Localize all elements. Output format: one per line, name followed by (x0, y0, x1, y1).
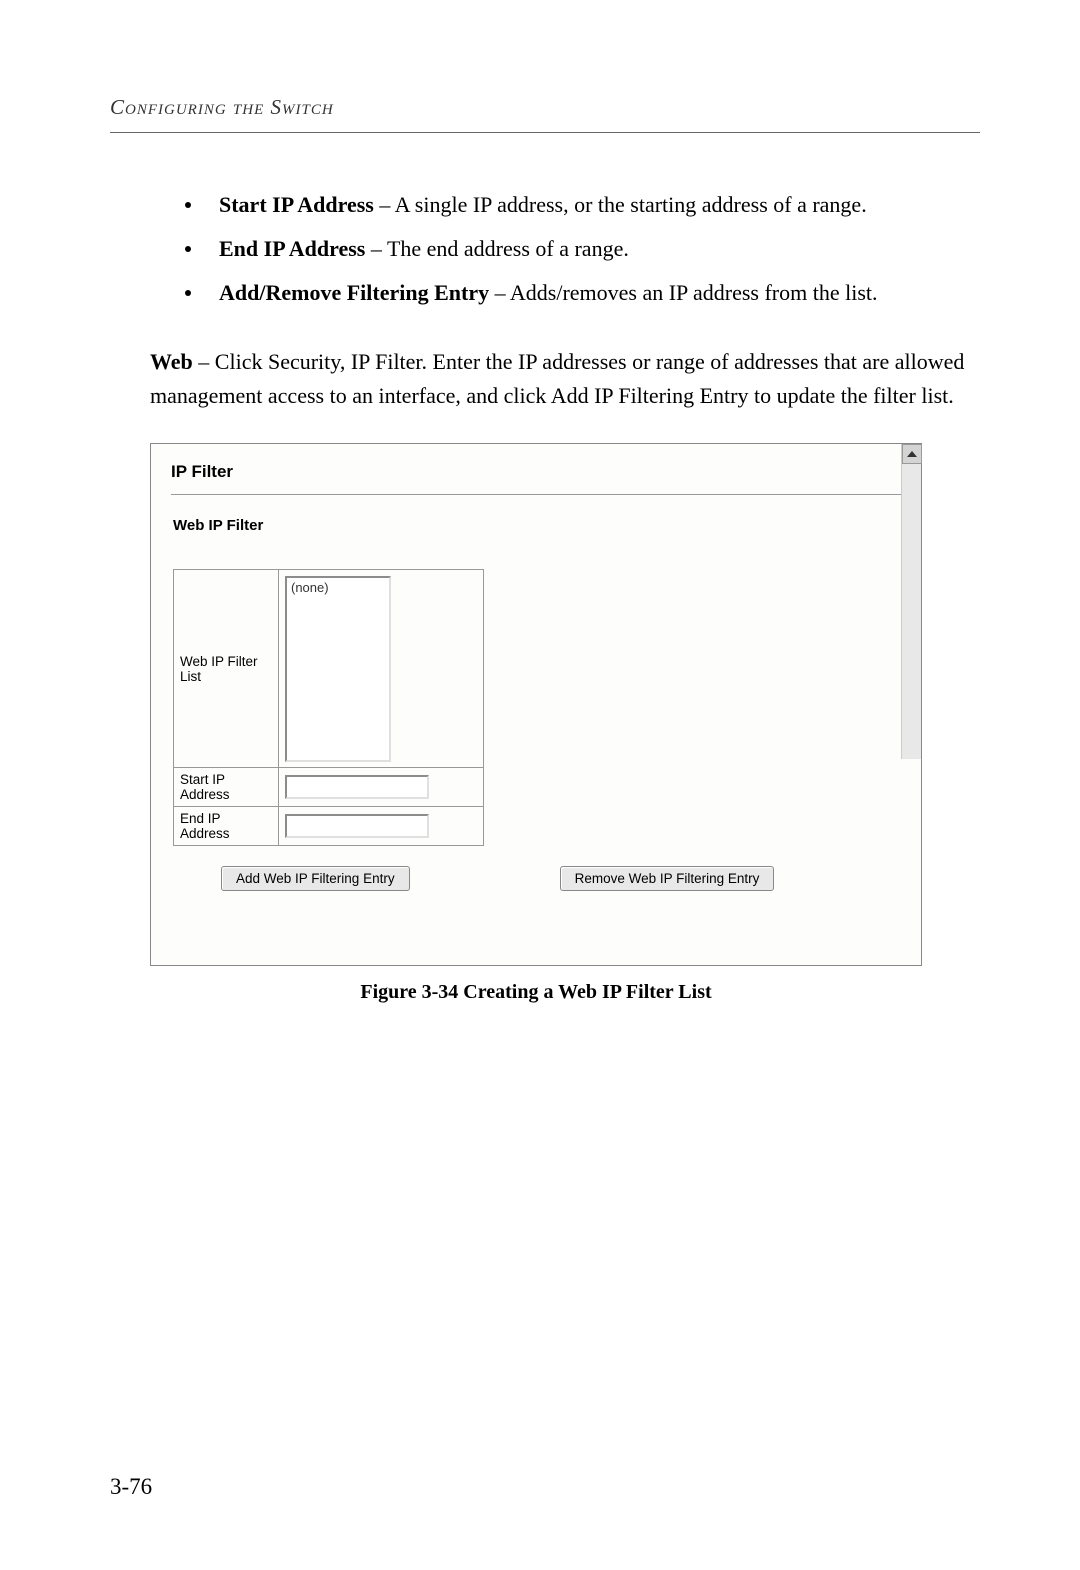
scrollbar[interactable] (901, 444, 921, 759)
bullet-item: Add/Remove Filtering Entry – Adds/remove… (185, 276, 980, 310)
panel-title: IP Filter (171, 462, 901, 482)
screenshot-content: IP Filter Web IP Filter Web IP Filter Li… (151, 444, 921, 909)
bullet-bold: End IP Address (219, 236, 365, 261)
listbox-content: (none) (291, 580, 329, 595)
end-ip-label: End IP Address (174, 807, 279, 846)
paragraph-text: – Click Security, IP Filter. Enter the I… (150, 349, 964, 408)
button-row: Add Web IP Filtering Entry Remove Web IP… (221, 866, 901, 891)
arrow-up-icon (907, 451, 917, 457)
bullet-text: Start IP Address – A single IP address, … (219, 188, 980, 222)
end-ip-input[interactable] (285, 814, 429, 838)
page-content: Configuring the Switch Start IP Address … (0, 0, 1080, 1064)
page-header-title: Configuring the Switch (110, 95, 980, 120)
bullet-item: End IP Address – The end address of a ra… (185, 232, 980, 266)
table-row: End IP Address (174, 807, 484, 846)
bullet-list: Start IP Address – A single IP address, … (185, 188, 980, 310)
start-ip-label: Start IP Address (174, 768, 279, 807)
figure-caption: Figure 3-34 Creating a Web IP Filter Lis… (150, 981, 922, 1004)
end-ip-cell (279, 807, 484, 846)
bullet-rest: – Adds/removes an IP address from the li… (489, 280, 877, 305)
header-divider (110, 132, 980, 133)
bullet-text: Add/Remove Filtering Entry – Adds/remove… (219, 276, 980, 310)
screenshot-panel: IP Filter Web IP Filter Web IP Filter Li… (150, 443, 922, 966)
figure-container: IP Filter Web IP Filter Web IP Filter Li… (150, 443, 980, 966)
table-row: Web IP Filter List (none) (174, 570, 484, 768)
filter-form-table: Web IP Filter List (none) Start IP Addre… (173, 569, 484, 846)
remove-entry-button[interactable]: Remove Web IP Filtering Entry (560, 866, 775, 891)
body-paragraph: Web – Click Security, IP Filter. Enter t… (150, 345, 980, 413)
panel-subtitle: Web IP Filter (173, 517, 901, 534)
panel-divider (171, 494, 901, 495)
table-row: Start IP Address (174, 768, 484, 807)
bullet-bold: Start IP Address (219, 192, 374, 217)
bullet-rest: – A single IP address, or the starting a… (374, 192, 867, 217)
bullet-text: End IP Address – The end address of a ra… (219, 232, 980, 266)
start-ip-input[interactable] (285, 775, 429, 799)
list-control-cell: (none) (279, 570, 484, 768)
scroll-up-button[interactable] (902, 444, 922, 464)
page-number: 3-76 (110, 1474, 152, 1500)
bullet-icon (185, 202, 191, 208)
bullet-icon (185, 290, 191, 296)
add-entry-button[interactable]: Add Web IP Filtering Entry (221, 866, 410, 891)
start-ip-cell (279, 768, 484, 807)
bullet-item: Start IP Address – A single IP address, … (185, 188, 980, 222)
filter-listbox[interactable]: (none) (285, 576, 391, 762)
bullet-bold: Add/Remove Filtering Entry (219, 280, 489, 305)
paragraph-bold: Web (150, 349, 193, 374)
bullet-rest: – The end address of a range. (365, 236, 629, 261)
bullet-icon (185, 246, 191, 252)
list-label-cell: Web IP Filter List (174, 570, 279, 768)
